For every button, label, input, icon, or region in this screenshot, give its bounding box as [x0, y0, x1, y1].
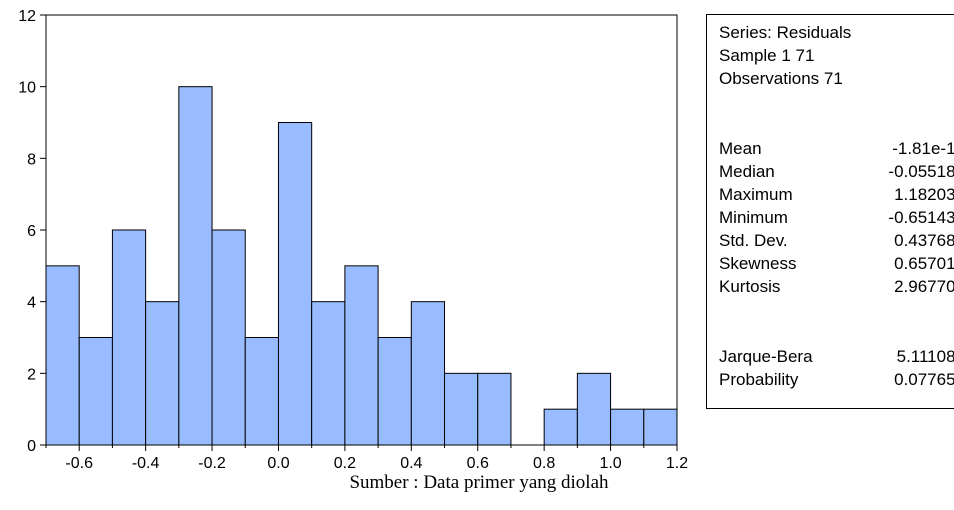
- source-caption-text: Sumber : Data primer yang diolah: [349, 472, 609, 493]
- x-tick-label: -0.4: [132, 455, 160, 470]
- stat-value: -1.81e-16: [892, 139, 954, 158]
- stat-row-probability: Probability 0.077650: [719, 370, 954, 390]
- histogram-bar: [45, 265, 80, 446]
- stat-value: 0.657010: [894, 254, 954, 273]
- histogram-bar: [145, 301, 180, 446]
- source-caption: Sumber : Data primer yang diolah: [0, 472, 954, 494]
- stat-value: 1.182039: [894, 185, 954, 204]
- histogram-bar: [643, 408, 678, 446]
- x-tick-label: 0.0: [267, 455, 289, 470]
- histogram-bar: [111, 229, 147, 446]
- x-tick-label: 0.8: [533, 455, 555, 470]
- histogram-bar: [244, 337, 279, 446]
- observation-count: Observations 71: [719, 69, 843, 88]
- y-tick-label: 4: [27, 295, 36, 312]
- histogram-chart: 0 2 4 6 8 10 12 -0.6 -0.4 -0.2 0.0 0.2 0.4 0.6 0.8 1.0…: [18, 8, 688, 470]
- stat-label: Jarque-Bera: [719, 347, 813, 366]
- histogram-bar: [344, 265, 379, 446]
- y-axis: 0 2 4 6 8 10 12: [18, 8, 46, 455]
- stat-row-std-dev: Std. Dev. 0.437681: [719, 231, 954, 251]
- stat-value: 0.077650: [894, 370, 954, 389]
- histogram-bar: [477, 372, 512, 446]
- histogram-bar: [377, 337, 412, 446]
- series-name: Series: Residuals: [719, 23, 852, 42]
- stat-label: Median: [719, 162, 775, 181]
- stat-label: Minimum: [719, 208, 788, 227]
- stat-row-median: Median -0.055180: [719, 162, 954, 182]
- stat-label: Skewness: [719, 254, 797, 273]
- stat-value: 5.111080: [896, 347, 954, 366]
- histogram-bar: [576, 372, 612, 446]
- stat-row-kurtosis: Kurtosis 2.967707: [719, 277, 954, 297]
- histogram-bar: [78, 337, 113, 446]
- x-tick-label: 0.4: [400, 455, 422, 470]
- stat-value: -0.055180: [888, 162, 954, 181]
- y-tick-label: 2: [27, 366, 36, 383]
- stat-value: 2.967707: [894, 277, 954, 296]
- x-tick-label: 1.2: [666, 455, 688, 470]
- x-tick-label: -0.2: [198, 455, 226, 470]
- x-tick-label: 1.0: [599, 455, 621, 470]
- histogram-bars: [45, 86, 678, 446]
- stat-row-maximum: Maximum 1.182039: [719, 185, 954, 205]
- y-tick-label: 6: [27, 223, 36, 240]
- histogram-bar: [543, 408, 578, 446]
- stat-label: Mean: [719, 139, 762, 158]
- x-tick-label: 0.6: [467, 455, 489, 470]
- sample-range: Sample 1 71: [719, 46, 815, 65]
- histogram-bar: [410, 301, 446, 446]
- stat-row-mean: Mean -1.81e-16: [719, 139, 954, 159]
- y-tick-label: 10: [18, 80, 36, 97]
- stat-row-minimum: Minimum -0.651437: [719, 208, 954, 228]
- x-tick-label: 0.2: [334, 455, 356, 470]
- stat-row-skewness: Skewness 0.657010: [719, 254, 954, 274]
- stat-row-jarque-bera: Jarque-Bera 5.111080: [719, 347, 954, 367]
- stat-value: 0.437681: [894, 231, 954, 250]
- histogram-bar: [178, 86, 213, 446]
- histogram-bar: [444, 372, 479, 446]
- histogram-bar: [610, 408, 645, 446]
- y-tick-label: 12: [18, 8, 36, 25]
- statistics-panel: Series: Residuals Sample 1 71 Observatio…: [706, 14, 954, 409]
- x-axis: -0.6 -0.4 -0.2 0.0 0.2 0.4 0.6 0.8 1.0 1.2: [45, 445, 688, 470]
- stat-label: Probability: [719, 370, 799, 389]
- stat-value: -0.651437: [888, 208, 954, 227]
- histogram-bar: [277, 122, 313, 446]
- stat-label: Maximum: [719, 185, 793, 204]
- stat-label: Std. Dev.: [719, 231, 788, 250]
- stat-label: Kurtosis: [719, 277, 781, 296]
- histogram-bar: [211, 229, 246, 446]
- y-tick-label: 8: [27, 151, 36, 168]
- y-tick-label: 0: [27, 438, 36, 455]
- x-tick-label: -0.6: [65, 455, 93, 470]
- histogram-bar: [311, 301, 346, 446]
